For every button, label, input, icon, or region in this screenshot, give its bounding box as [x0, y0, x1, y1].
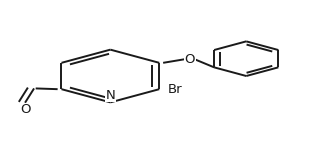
Text: O: O: [20, 104, 30, 116]
Text: O: O: [185, 53, 195, 66]
Text: Br: Br: [167, 83, 182, 96]
Text: N: N: [106, 89, 115, 102]
